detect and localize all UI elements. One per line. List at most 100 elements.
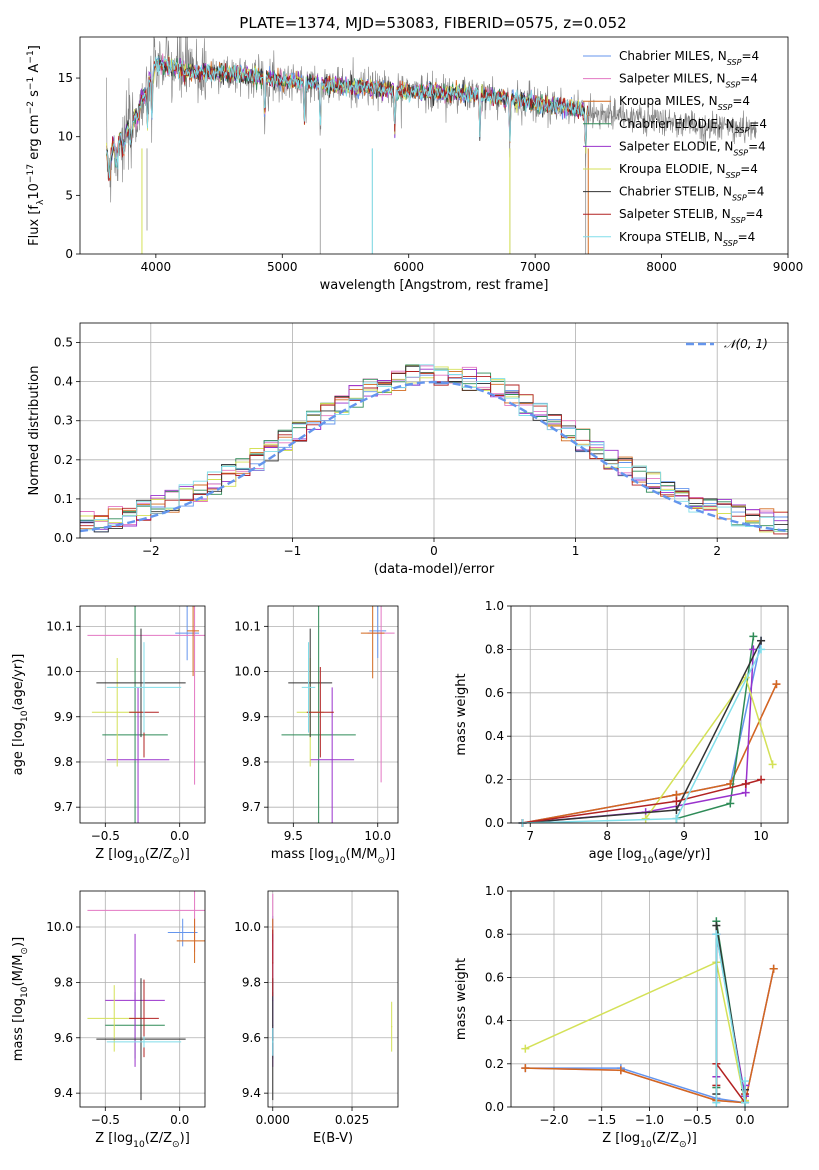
- x-tick-label: 5000: [267, 260, 298, 274]
- y-axis-label: mass [log10(M/M⊙)]: [11, 937, 30, 1061]
- y-tick-label: 0.4: [54, 375, 73, 389]
- mass-weight-line-9: [715, 934, 746, 1103]
- mass-weight-marker: [741, 779, 750, 788]
- y-tick-label: 1.0: [485, 599, 504, 613]
- y-tick-label: 0.5: [54, 336, 73, 350]
- legend-label-subscript: SSP: [723, 238, 738, 247]
- axes-frame: [79, 890, 206, 1108]
- residual-histogram-9: [80, 364, 788, 538]
- y-tick-label: 10: [58, 130, 73, 144]
- errorbar-point-1: [369, 606, 387, 658]
- y-tick-label: 0: [65, 247, 73, 261]
- y-tick-label: 0.2: [485, 773, 504, 787]
- spectrum-panel: 4000 5000 6000 7000 8000 9000 0 5 10 15 wavelength…: [26, 36, 803, 293]
- errorbar-point-5: [105, 933, 165, 1067]
- mass-weight-vs-age-panel: 7 8 9 10 0.0 0.2 0.4 0.6 0.8 1.0 age [log10(age/yr…: [454, 599, 789, 866]
- x-tick-label: 2: [713, 544, 721, 558]
- y-tick-label: 0.4: [485, 1014, 504, 1028]
- legend-label-suffix: =4: [738, 230, 756, 244]
- y-tick-label: 0.2: [54, 453, 73, 467]
- mass-weight-marker: [521, 1064, 530, 1073]
- axes-frame: [79, 605, 206, 824]
- mass-weight-marker: [741, 1077, 750, 1086]
- x-axis-label: E(B-V): [313, 1131, 353, 1146]
- x-tick-label: −1.0: [635, 1113, 664, 1127]
- grid-lines: [511, 605, 788, 824]
- age-vs-metallicity-panel: −0.5 0.0 9.7 9.8 9.9 10.0 10.1 Z [log10(Z/Z⊙)] a…: [11, 605, 206, 866]
- mass-weight-marker: [641, 814, 650, 823]
- grid-lines: [80, 606, 205, 823]
- legend-label-text: Chabrier ELODIE, N: [619, 117, 735, 131]
- mass-weight-marker: [712, 930, 721, 939]
- y-tick-label: 10.1: [46, 619, 73, 633]
- residual-histogram-8: [80, 371, 788, 538]
- y-tick-label: 5: [65, 188, 73, 202]
- errorbar-point-8: [306, 667, 334, 758]
- x-tick-label: 8: [603, 829, 611, 843]
- x-tick-label: 10: [753, 829, 768, 843]
- mass-weight-marker: [757, 775, 766, 784]
- axes-frame: [267, 890, 399, 1108]
- y-tick-label: 9.6: [242, 1031, 261, 1045]
- errorbar-point-3: [187, 606, 200, 677]
- errorbar-point-7: [96, 628, 186, 738]
- residual-legend-label: 𝒩(0, 1): [724, 337, 768, 351]
- errorbar-point-9: [106, 1036, 182, 1048]
- x-tick-label: 0.0: [170, 829, 189, 843]
- y-tick-label: 9.6: [54, 1031, 73, 1045]
- model-spectrum-line-9: [106, 55, 589, 179]
- legend-label-9: Kroupa STELIB, NSSP=4: [619, 230, 755, 248]
- residuals-panel: −2 −1 0 1 2 0.0 0.1 0.2 0.3 0.4 0.5 (data-model)/er…: [27, 322, 789, 577]
- x-tick-label: −2: [142, 544, 160, 558]
- errorbar-point-7: [288, 628, 333, 738]
- legend-label-suffix: =4: [741, 49, 759, 63]
- axes-frame: [79, 322, 789, 539]
- legend-label-suffix: =4: [745, 207, 763, 221]
- legend-label-4: Chabrier ELODIE, NSSP=4: [619, 117, 767, 135]
- legend-label-suffix: =4: [740, 72, 758, 86]
- mass-weight-marker: [712, 921, 721, 930]
- axes-frame: [79, 36, 789, 255]
- y-axis-label: Normed distribution: [27, 366, 42, 496]
- mass-weight-marker: [672, 805, 681, 814]
- legend-label-2: Salpeter MILES, NSSP=4: [619, 72, 758, 90]
- errorbar-point-9: [301, 642, 316, 733]
- errorbar-point-2: [87, 606, 205, 785]
- x-tick-label: 4000: [141, 260, 172, 274]
- grid-lines: [80, 891, 205, 1107]
- x-tick-label: 8000: [646, 260, 677, 274]
- y-tick-label: 0.8: [485, 927, 504, 941]
- legend-label-3: Kroupa MILES, NSSP=4: [619, 94, 750, 112]
- x-tick-label: 9: [680, 829, 688, 843]
- mass-weight-marker: [726, 799, 735, 808]
- mass-vs-extinction-panel: 0.000 0.025 9.4 9.6 9.8 10.0 E(B-V): [234, 890, 399, 1146]
- legend-label-subscript: SSP: [718, 103, 733, 112]
- x-tick-label: 0.0: [735, 1113, 754, 1127]
- y-tick-label: 15: [58, 71, 73, 85]
- x-tick-label: 0.000: [256, 1113, 290, 1127]
- errorbar-point-9: [272, 1028, 274, 1056]
- y-tick-label: 9.9: [54, 710, 73, 724]
- x-tick-label: −1: [284, 544, 302, 558]
- y-tick-label: 0.6: [485, 970, 504, 984]
- legend-label-subscript: SSP: [732, 193, 747, 202]
- legend-label-text: Salpeter MILES, N: [619, 72, 726, 86]
- y-tick-label: 9.7: [54, 800, 73, 814]
- legend-label-suffix: =4: [740, 162, 758, 176]
- x-tick-label: −2.0: [539, 1113, 568, 1127]
- legend-label-6: Kroupa ELODIE, NSSP=4: [619, 162, 758, 180]
- legend-label-text: Chabrier STELIB, N: [619, 185, 732, 199]
- errorbar-point-8: [272, 929, 274, 997]
- x-tick-label: 7: [526, 829, 534, 843]
- legend-label-subscript: SSP: [731, 216, 746, 225]
- mass-weight-line-3: [522, 683, 778, 823]
- axes-frame: [510, 890, 789, 1108]
- figure-title: PLATE=1374, MJD=53083, FIBERID=0575, z=0…: [239, 14, 626, 32]
- mass-weight-marker: [769, 964, 778, 973]
- legend-label-suffix: =4: [749, 117, 767, 131]
- y-axis-label: Flux [fλ10−17 erg cm−2 s−1 A−1]: [26, 45, 46, 246]
- x-axis-label: mass [log10(M/M⊙)]: [271, 847, 395, 866]
